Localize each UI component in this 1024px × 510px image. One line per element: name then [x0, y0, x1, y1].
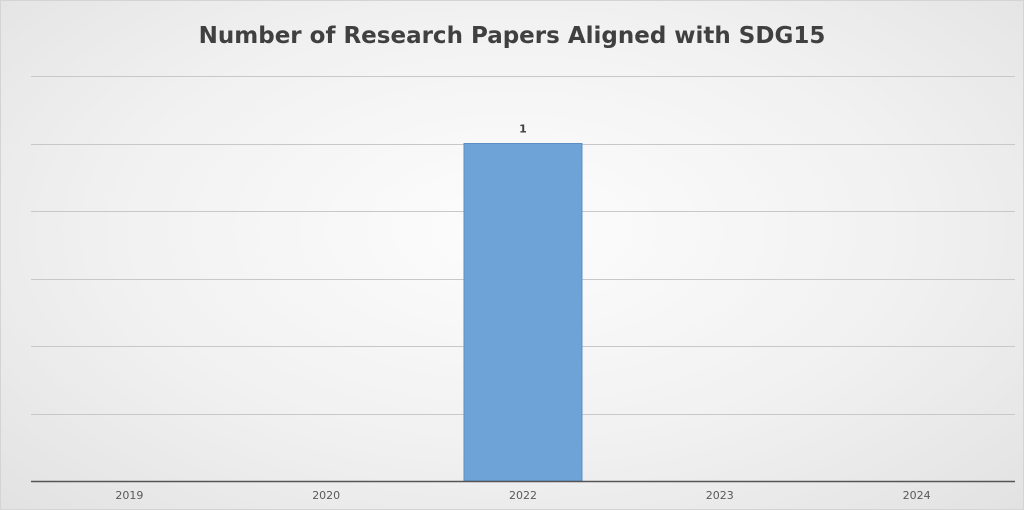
x-tick-label-2020: 2020 [312, 489, 340, 502]
x-tick-label-2023: 2023 [706, 489, 734, 502]
x-tick-label-2022: 2022 [509, 489, 537, 502]
data-label-2022: 1 [519, 123, 527, 136]
chart-title: Number of Research Papers Aligned with S… [198, 23, 826, 49]
x-tick-label-2024: 2024 [903, 489, 931, 502]
x-tick-label-2019: 2019 [115, 489, 143, 502]
bar-2022 [463, 143, 583, 482]
